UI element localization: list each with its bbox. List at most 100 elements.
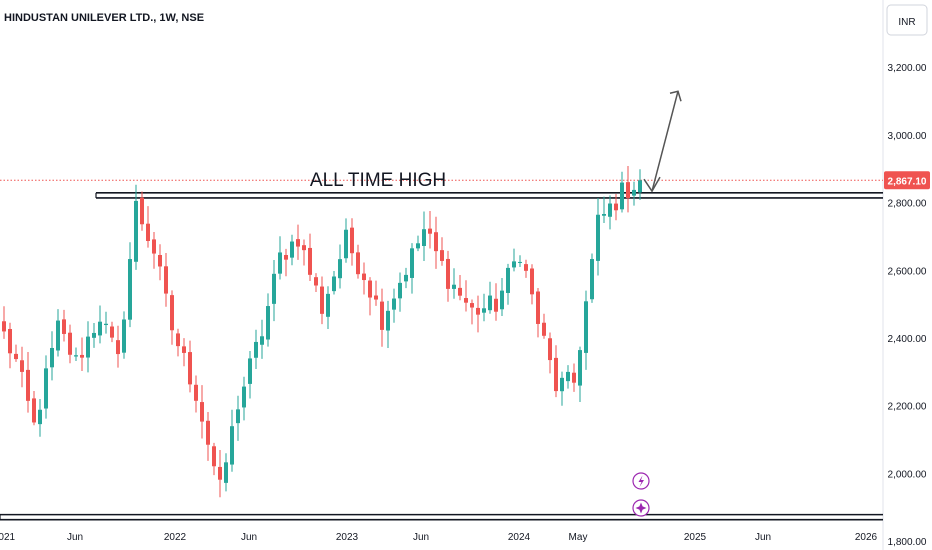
- candle: [536, 287, 540, 338]
- candle-body: [14, 353, 18, 360]
- candle-body: [182, 346, 186, 353]
- candle-body: [524, 264, 528, 271]
- candle-body: [506, 267, 510, 293]
- candle-body: [428, 228, 432, 234]
- candle: [464, 280, 468, 312]
- candle-body: [398, 282, 402, 299]
- candle-body: [98, 321, 102, 336]
- candle-body: [314, 277, 318, 286]
- currency-box[interactable]: INR: [886, 4, 928, 36]
- candle: [140, 191, 144, 231]
- candle: [188, 340, 192, 393]
- candle: [26, 352, 30, 413]
- candle: [518, 255, 522, 268]
- candle-body: [548, 338, 552, 361]
- candle-body: [476, 307, 480, 315]
- candle-body: [92, 332, 96, 338]
- candle-body: [248, 358, 252, 384]
- candle: [224, 453, 228, 492]
- candle-body: [164, 266, 168, 294]
- symbol-title: HINDUSTAN UNILEVER LTD., 1W, NSE: [4, 12, 204, 24]
- candle-body: [482, 308, 486, 313]
- candle: [602, 196, 606, 224]
- y-tick-label: 2,000.00: [888, 469, 927, 480]
- all-time-high-annotation: ALL TIME HIGH: [310, 170, 446, 191]
- y-tick-label: 2,800.00: [888, 199, 927, 210]
- candle-body: [50, 347, 54, 368]
- candle-body: [266, 306, 270, 340]
- candle-body: [326, 293, 330, 317]
- candle-body: [134, 200, 138, 262]
- candle: [92, 322, 96, 348]
- candle-body: [284, 255, 288, 260]
- projection-arrow-shaft: [651, 91, 679, 192]
- candle: [236, 395, 240, 441]
- last-price-value: 2,867.10: [888, 176, 927, 187]
- candle: [548, 332, 552, 374]
- candle-body: [32, 398, 36, 423]
- event-badges[interactable]: [632, 472, 650, 517]
- candle: [626, 166, 630, 213]
- candle: [632, 181, 636, 206]
- candle-body: [344, 229, 348, 259]
- candle: [542, 313, 546, 339]
- candle-body: [452, 284, 456, 289]
- candle: [278, 236, 282, 280]
- candle-body: [20, 360, 24, 372]
- candle-body: [38, 409, 42, 425]
- x-tick-label: 2022: [164, 532, 187, 543]
- candle-body: [260, 336, 264, 345]
- candle-body: [104, 323, 108, 326]
- candle-body: [614, 203, 618, 211]
- candle: [296, 224, 300, 260]
- candle: [500, 277, 504, 316]
- y-tick-label: 1,800.00: [888, 537, 927, 548]
- candle-body: [254, 341, 258, 358]
- candle-body: [596, 214, 600, 261]
- candle: [284, 248, 288, 277]
- lightning-icon-glyph: [638, 475, 644, 487]
- candle-body: [68, 332, 72, 355]
- candle-body: [572, 372, 576, 383]
- candle-body: [158, 254, 162, 267]
- candle: [356, 244, 360, 279]
- candle: [8, 322, 12, 369]
- candle: [152, 232, 156, 269]
- candle-body: [44, 368, 48, 409]
- candle-body: [56, 320, 60, 351]
- candle: [440, 237, 444, 266]
- candle-body: [512, 261, 516, 268]
- candle: [146, 206, 150, 248]
- candle: [326, 286, 330, 330]
- candle: [38, 399, 42, 437]
- candle: [572, 363, 576, 392]
- candle-body: [296, 239, 300, 247]
- candle: [482, 293, 486, 322]
- candle: [584, 290, 588, 370]
- candle: [86, 321, 90, 373]
- candle: [98, 305, 102, 344]
- candle: [206, 411, 210, 461]
- candle: [458, 274, 462, 301]
- candle-body: [140, 197, 144, 225]
- candle-body: [440, 250, 444, 261]
- candle: [374, 280, 378, 306]
- candle: [158, 244, 162, 281]
- currency-box-frame: [886, 4, 928, 36]
- candle: [32, 391, 36, 426]
- candle-body: [500, 290, 504, 310]
- candle-body: [272, 273, 276, 304]
- candle: [182, 338, 186, 367]
- x-tick-label: Jun: [755, 532, 771, 543]
- candle-body: [332, 276, 336, 292]
- candle: [122, 311, 126, 359]
- candle: [452, 268, 456, 299]
- projection-arrow-head: [669, 90, 682, 102]
- candle-body: [434, 232, 438, 252]
- candle-body: [26, 369, 30, 401]
- candle-body: [152, 239, 156, 254]
- candle: [14, 344, 18, 362]
- candle: [290, 234, 294, 266]
- candle-body: [578, 350, 582, 386]
